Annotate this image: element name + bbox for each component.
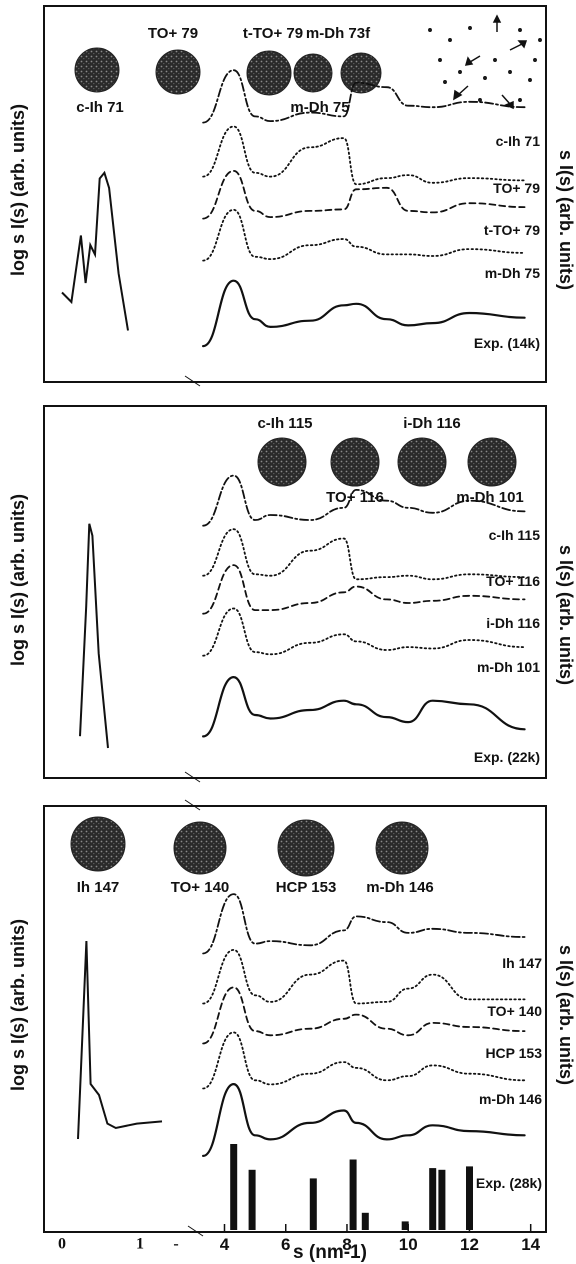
panel-bottom: Ih 147 TO+ 140 HCP 153 m-Dh 146 Ih 147 TO+ 1… xyxy=(43,799,547,1254)
cluster-label-c-ih-71: c-Ih 71 xyxy=(76,99,124,116)
cluster-image-to-116 xyxy=(330,437,380,487)
y-left-label-0: log s I(s) (arb. units) xyxy=(8,104,28,276)
y-left-label-1: log s I(s) (arb. units) xyxy=(8,494,28,666)
axis-break xyxy=(184,375,201,387)
cluster-label-c-ih-115: c-Ih 115 xyxy=(257,415,312,432)
cluster-label-m-dh-75: m-Dh 75 xyxy=(290,99,349,116)
series-label-c-ih-71: c-Ih 71 xyxy=(496,133,541,149)
log-intensity-curve xyxy=(77,940,163,1140)
cluster-label-m-dh-73f: m-Dh 73f xyxy=(306,25,371,42)
stick-bar xyxy=(429,1168,437,1230)
curve-ih-147 xyxy=(202,893,526,955)
series-label-exp-28k: Exp. (28k) xyxy=(476,1175,542,1191)
cluster-image-hcp-153 xyxy=(277,819,335,877)
y-left-label-2: log s I(s) (arb. units) xyxy=(8,919,28,1091)
x-tick-label-left: 0 xyxy=(58,1235,66,1252)
stick-bar xyxy=(401,1221,409,1230)
cluster-label-to-79: TO+ 79 xyxy=(148,25,198,42)
series-label-m-dh-101: m-Dh 101 xyxy=(477,659,540,675)
axis-break xyxy=(187,1225,204,1237)
x-tick-label-14: 14 xyxy=(521,1235,540,1254)
y-right-label-2: s I(s) (arb. units) xyxy=(556,945,576,1085)
x-tick-label-4: 4 xyxy=(220,1235,230,1254)
cluster-image-i-dh-116 xyxy=(397,437,447,487)
series-label-i-dh-116: i-Dh 116 xyxy=(486,615,540,631)
series-label-t-to-79: t-TO+ 79 xyxy=(484,222,540,238)
cluster-label-ih-147: Ih 147 xyxy=(77,879,120,896)
stick-bar xyxy=(466,1166,473,1230)
panel-frame xyxy=(43,5,547,383)
curve-to-79 xyxy=(202,125,526,186)
cluster-image-t-to-79 xyxy=(246,50,292,96)
x-tick-label-10: 10 xyxy=(399,1235,418,1254)
curve-m-dh-75 xyxy=(202,208,526,262)
y-right-label-0: s I(s) (arb. units) xyxy=(556,150,576,290)
stick-bar xyxy=(230,1144,238,1230)
curve-exp-22k xyxy=(202,675,526,738)
series-label-exp-22k: Exp. (22k) xyxy=(474,749,540,765)
series-label-c-ih-115: c-Ih 115 xyxy=(489,527,541,543)
cluster-image-to-79 xyxy=(155,49,201,95)
cluster-label-to-140: TO+ 140 xyxy=(171,879,230,896)
log-intensity-curve xyxy=(61,170,129,331)
curve-m-dh-101 xyxy=(202,607,526,657)
x-tick-label-6: 6 xyxy=(281,1235,290,1254)
stick-bar xyxy=(349,1159,357,1230)
curve-m-dh-146 xyxy=(202,1031,526,1090)
panel-frame xyxy=(43,805,547,1233)
panel-frame xyxy=(43,405,547,779)
curve-c-ih-115 xyxy=(202,474,526,527)
cluster-image-m-dh-101 xyxy=(467,437,517,487)
curve-hcp-153 xyxy=(202,986,526,1045)
stick-bar xyxy=(361,1212,369,1230)
series-label-to-116: TO+ 116 xyxy=(486,573,540,589)
x-tick-label-8: 8 xyxy=(342,1235,351,1254)
stick-bar xyxy=(248,1169,256,1230)
cluster-image-to-140 xyxy=(173,821,227,875)
curve-c-ih-71 xyxy=(202,69,526,124)
curve-to-116 xyxy=(202,528,526,581)
curve-to-140 xyxy=(202,948,526,1005)
series-label-m-dh-146: m-Dh 146 xyxy=(479,1091,542,1107)
axis-break xyxy=(184,771,201,783)
cluster-image-m-dh-146 xyxy=(375,821,429,875)
series-label-to-140: TO+ 140 xyxy=(487,1003,542,1019)
cluster-label-hcp-153: HCP 153 xyxy=(276,879,337,896)
curve-i-dh-116 xyxy=(202,564,526,615)
curve-t-to-79 xyxy=(202,169,526,220)
series-label-ih-147: Ih 147 xyxy=(502,955,542,971)
y-right-label-1: s I(s) (arb. units) xyxy=(556,545,576,685)
cluster-label-i-dh-116: i-Dh 116 xyxy=(403,415,461,432)
cluster-label-t-to-79: t-TO+ 79 xyxy=(243,25,303,42)
cluster-image-m-dh-75 xyxy=(340,52,382,94)
x-tick-label-left: 1 xyxy=(136,1235,144,1252)
log-intensity-curve xyxy=(79,523,109,749)
cluster-image-c-ih-71 xyxy=(74,47,120,93)
arrows-decoration xyxy=(428,14,542,110)
panel-middle: c-Ih 115 TO+ 116 i-Dh 116 m-Dh 101 c-Ih 115… xyxy=(43,405,547,783)
stick-bar xyxy=(309,1178,317,1230)
curve-exp-28k xyxy=(202,1082,526,1157)
x-axis-label: s (nm-1) xyxy=(293,1242,367,1263)
series-label-hcp-153: HCP 153 xyxy=(485,1045,542,1061)
series-label-to-79: TO+ 79 xyxy=(493,180,540,196)
x-tick-label-12: 12 xyxy=(460,1235,479,1254)
cluster-label-m-dh-146: m-Dh 146 xyxy=(366,879,434,896)
x-tick-label-left: - xyxy=(173,1235,178,1252)
cluster-image-ih-147 xyxy=(70,816,126,872)
series-label-m-dh-75: m-Dh 75 xyxy=(485,265,540,281)
stick-bar xyxy=(438,1169,446,1230)
axis-break xyxy=(184,799,201,811)
cluster-label-m-dh-101: m-Dh 101 xyxy=(456,489,524,506)
curve-exp-14k xyxy=(202,279,526,348)
cluster-image-c-ih-115 xyxy=(257,437,307,487)
cluster-image-m-dh-73f xyxy=(293,53,333,93)
series-label-exp-14k: Exp. (14k) xyxy=(474,335,540,351)
